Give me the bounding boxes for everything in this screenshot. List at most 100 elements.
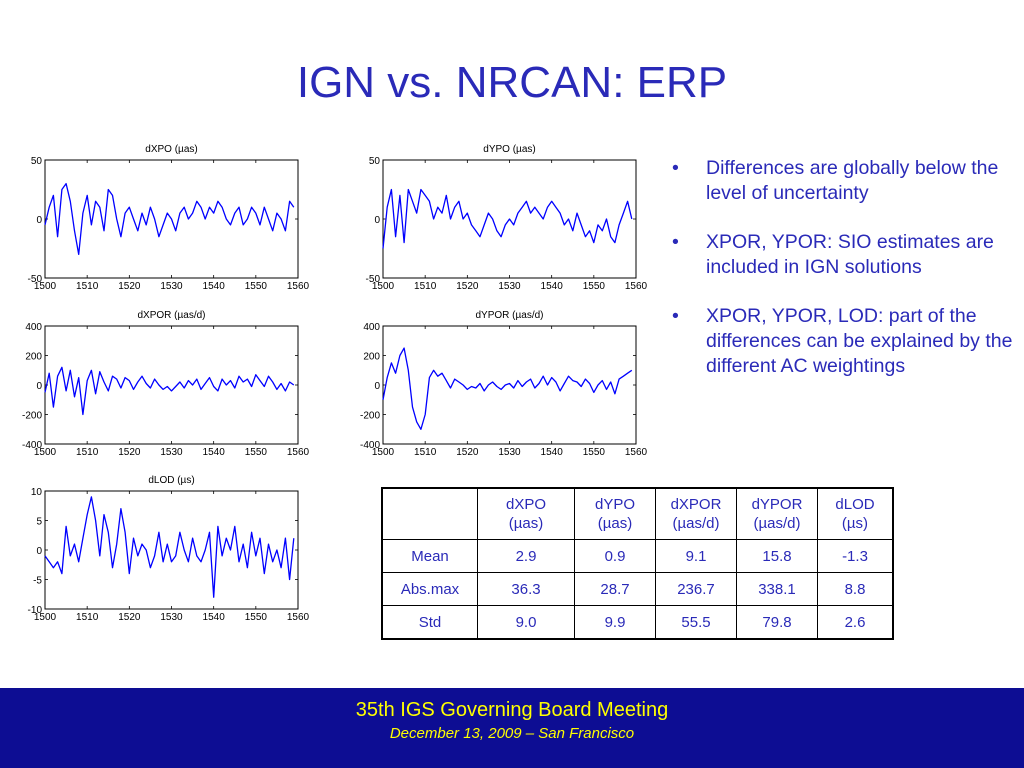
chart-title: dYPOR (µas/d)	[475, 310, 543, 321]
table-cell: 9.0	[477, 605, 575, 640]
x-tick-label: 1530	[498, 281, 521, 292]
chart-dxpor: dXPOR (µas/d) 1500 1510 1520 1530 1540 1550 156…	[12, 306, 332, 466]
x-tick-label: 1520	[118, 281, 141, 292]
header-name: dXPOR	[670, 496, 722, 513]
table-cell: 2.6	[817, 605, 894, 640]
x-tick-label: 1560	[287, 447, 310, 458]
table-header-cell: dYPO (µas)	[574, 487, 656, 540]
bullet-dot: •	[672, 231, 679, 253]
table-cell: 79.8	[736, 605, 818, 640]
y-tick-label: 0	[374, 215, 380, 226]
y-tick-label: -10	[28, 605, 43, 616]
table-cell: 2.9	[477, 539, 575, 573]
footer-date-location: December 13, 2009 – San Francisco	[389, 725, 635, 742]
y-tick-label: 0	[36, 546, 42, 557]
series-line	[44, 496, 295, 598]
x-tick-label: 1540	[541, 281, 564, 292]
table-cell: 236.7	[655, 572, 737, 606]
bullet-dot: •	[672, 157, 679, 179]
chart-dypo: dYPO (µas) 1500 1510 1520 1530 1540 1550 1560 50…	[350, 140, 670, 300]
plot-frame	[44, 490, 299, 610]
row-label: Abs.max	[381, 572, 478, 606]
header-unit: (µas)	[508, 515, 544, 532]
bullet-item: • Differences are globally below the leve…	[666, 156, 1016, 206]
bullet-text: XPOR, YPOR: SIO estimates are included i…	[706, 231, 994, 278]
table-header-row: dXPO (µas) dYPO (µas) dXPOR (µas/d) dYPOR (µ…	[381, 487, 894, 540]
x-tick-label: 1550	[245, 447, 268, 458]
table-cell: 28.7	[574, 572, 656, 606]
chart-dypo-svg: dYPO (µas) 1500 1510 1520 1530 1540 1550 1560 50…	[366, 144, 648, 292]
x-tick-label: 1560	[625, 281, 648, 292]
x-tick-label: 1500	[34, 281, 57, 292]
y-tick-label: 400	[25, 322, 42, 333]
x-tick-label: 1520	[456, 447, 479, 458]
x-tick-label: 1510	[414, 447, 437, 458]
x-tick-label: 1550	[583, 447, 606, 458]
y-tick-label: -400	[360, 440, 380, 451]
y-tick-label: 10	[31, 487, 43, 498]
x-tick-label: 1510	[414, 281, 437, 292]
table-cell: 55.5	[655, 605, 737, 640]
row-label: Mean	[381, 539, 478, 573]
series-line	[382, 188, 633, 249]
chart-dxpo: dXPO (µas) 1500 1510 1520 1530 1540 1550 1560 50…	[12, 140, 332, 300]
x-tick-label: 1550	[245, 612, 268, 623]
x-tick-label: 1510	[76, 281, 99, 292]
y-tick-label: -5	[33, 576, 42, 587]
x-tick-label: 1500	[34, 612, 57, 623]
table-cell: 338.1	[736, 572, 818, 606]
footer-meeting-title: 35th IGS Governing Board Meeting	[355, 699, 669, 721]
x-tick-label: 1520	[118, 447, 141, 458]
x-tick-label: 1500	[34, 447, 57, 458]
x-tick-label: 1550	[583, 281, 606, 292]
header-name: dXPO	[505, 496, 547, 513]
header-name: dLOD	[835, 496, 875, 513]
y-tick-label: 200	[363, 352, 380, 363]
chart-dxpor-svg: dXPOR (µas/d) 1500 1510 1520 1530 1540 1550 156…	[22, 310, 310, 458]
stats-table: dXPO (µas) dYPO (µas) dXPOR (µas/d) dYPOR (µ…	[381, 487, 894, 640]
plot-frame	[44, 325, 299, 445]
chart-dypor-svg: dYPOR (µas/d) 1500 1510 1520 1530 1540 1550 156…	[360, 310, 648, 458]
x-tick-label: 1530	[160, 281, 183, 292]
table-cell: 15.8	[736, 539, 818, 573]
bullet-text: Differences are globally below the level…	[706, 157, 999, 204]
bullet-item: • XPOR, YPOR: SIO estimates are included …	[666, 230, 1016, 280]
table-header-cell: dXPO (µas)	[477, 487, 575, 540]
series-line	[44, 366, 295, 416]
x-tick-label: 1540	[203, 612, 226, 623]
table-cell: 36.3	[477, 572, 575, 606]
bullet-text: XPOR, YPOR, LOD: part of the differences…	[706, 305, 1013, 377]
footer-bar: 35th IGS Governing Board Meeting Decembe…	[0, 688, 1024, 768]
y-tick-label: 0	[374, 381, 380, 392]
x-tick-label: 1550	[245, 281, 268, 292]
y-tick-label: -50	[28, 274, 43, 285]
y-tick-label: 0	[36, 381, 42, 392]
header-name: dYPOR	[751, 496, 803, 513]
x-tick-label: 1560	[287, 612, 310, 623]
slide-title: IGN vs. NRCAN: ERP	[296, 58, 728, 107]
y-tick-label: 0	[36, 215, 42, 226]
bullet-item: • XPOR, YPOR, LOD: part of the difference…	[666, 304, 1016, 379]
series-line	[382, 347, 633, 430]
chart-dxpo-svg: dXPO (µas) 1500 1510 1520 1530 1540 1550 1560 50…	[28, 144, 310, 292]
y-tick-label: -200	[22, 411, 42, 422]
y-tick-label: -400	[22, 440, 42, 451]
header-unit: (µas/d)	[753, 515, 801, 532]
y-tick-label: 50	[31, 156, 43, 167]
series-line	[44, 182, 295, 256]
table-row: Abs.max 36.3 28.7 236.7 338.1 8.8	[381, 572, 894, 606]
x-tick-label: 1510	[76, 612, 99, 623]
y-tick-label: 400	[363, 322, 380, 333]
table-cell: 9.1	[655, 539, 737, 573]
x-tick-label: 1500	[372, 281, 395, 292]
x-tick-label: 1530	[498, 447, 521, 458]
y-tick-label: 50	[369, 156, 381, 167]
x-tick-label: 1560	[287, 281, 310, 292]
table-header-cell	[381, 487, 478, 540]
table-cell: -1.3	[817, 539, 894, 573]
plot-frame	[382, 325, 637, 445]
table-cell: 8.8	[817, 572, 894, 606]
table-header-cell: dXPOR (µas/d)	[655, 487, 737, 540]
chart-title: dYPO (µas)	[483, 144, 535, 155]
header-unit: (µas/d)	[672, 515, 720, 532]
